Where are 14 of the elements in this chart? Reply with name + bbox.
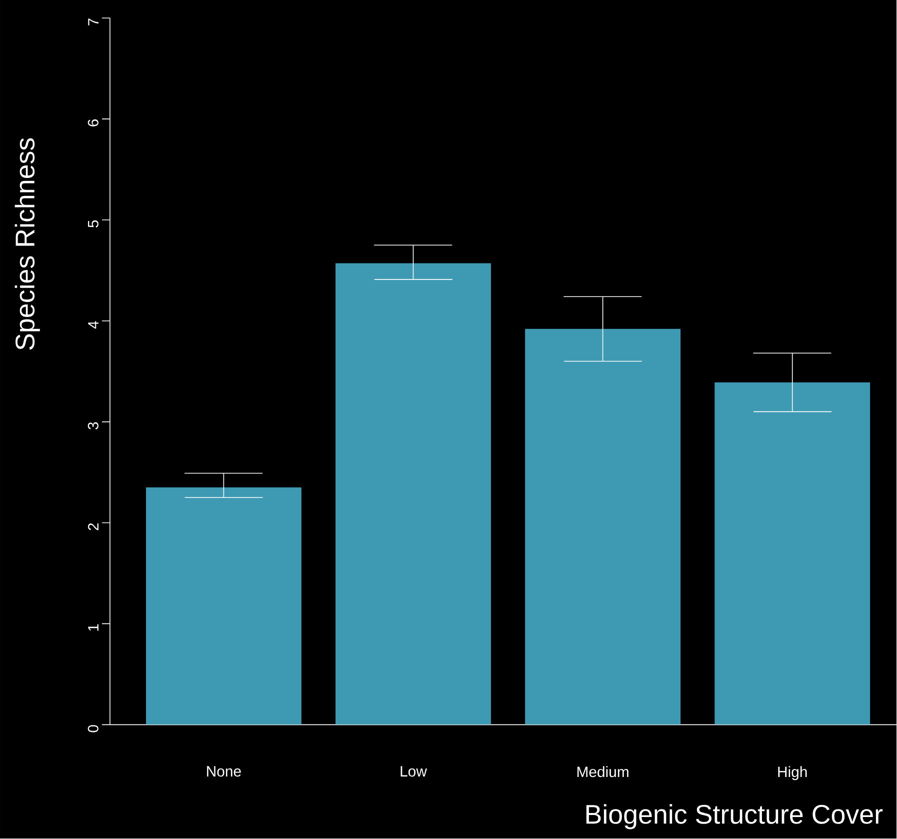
x-tick-label: None <box>207 766 241 777</box>
y-tick-label: 3 <box>88 422 98 430</box>
y-tick-label: 2 <box>88 524 98 530</box>
x-tick-label: Low <box>400 766 427 777</box>
y-tick-label: 1 <box>88 624 98 631</box>
y-axis-title: Species Richness <box>14 138 40 350</box>
y-tick-label: 0 <box>88 725 98 732</box>
y-tick-label: 6 <box>88 120 98 127</box>
x-tick-label: Medium <box>577 766 628 778</box>
y-tick-label: 4 <box>88 321 98 329</box>
y-tick-label: 5 <box>88 220 98 228</box>
y-tick-label: 7 <box>88 18 98 26</box>
x-tick-label: High <box>778 766 807 780</box>
x-axis-title: Biogenic Structure Cover <box>586 804 883 830</box>
